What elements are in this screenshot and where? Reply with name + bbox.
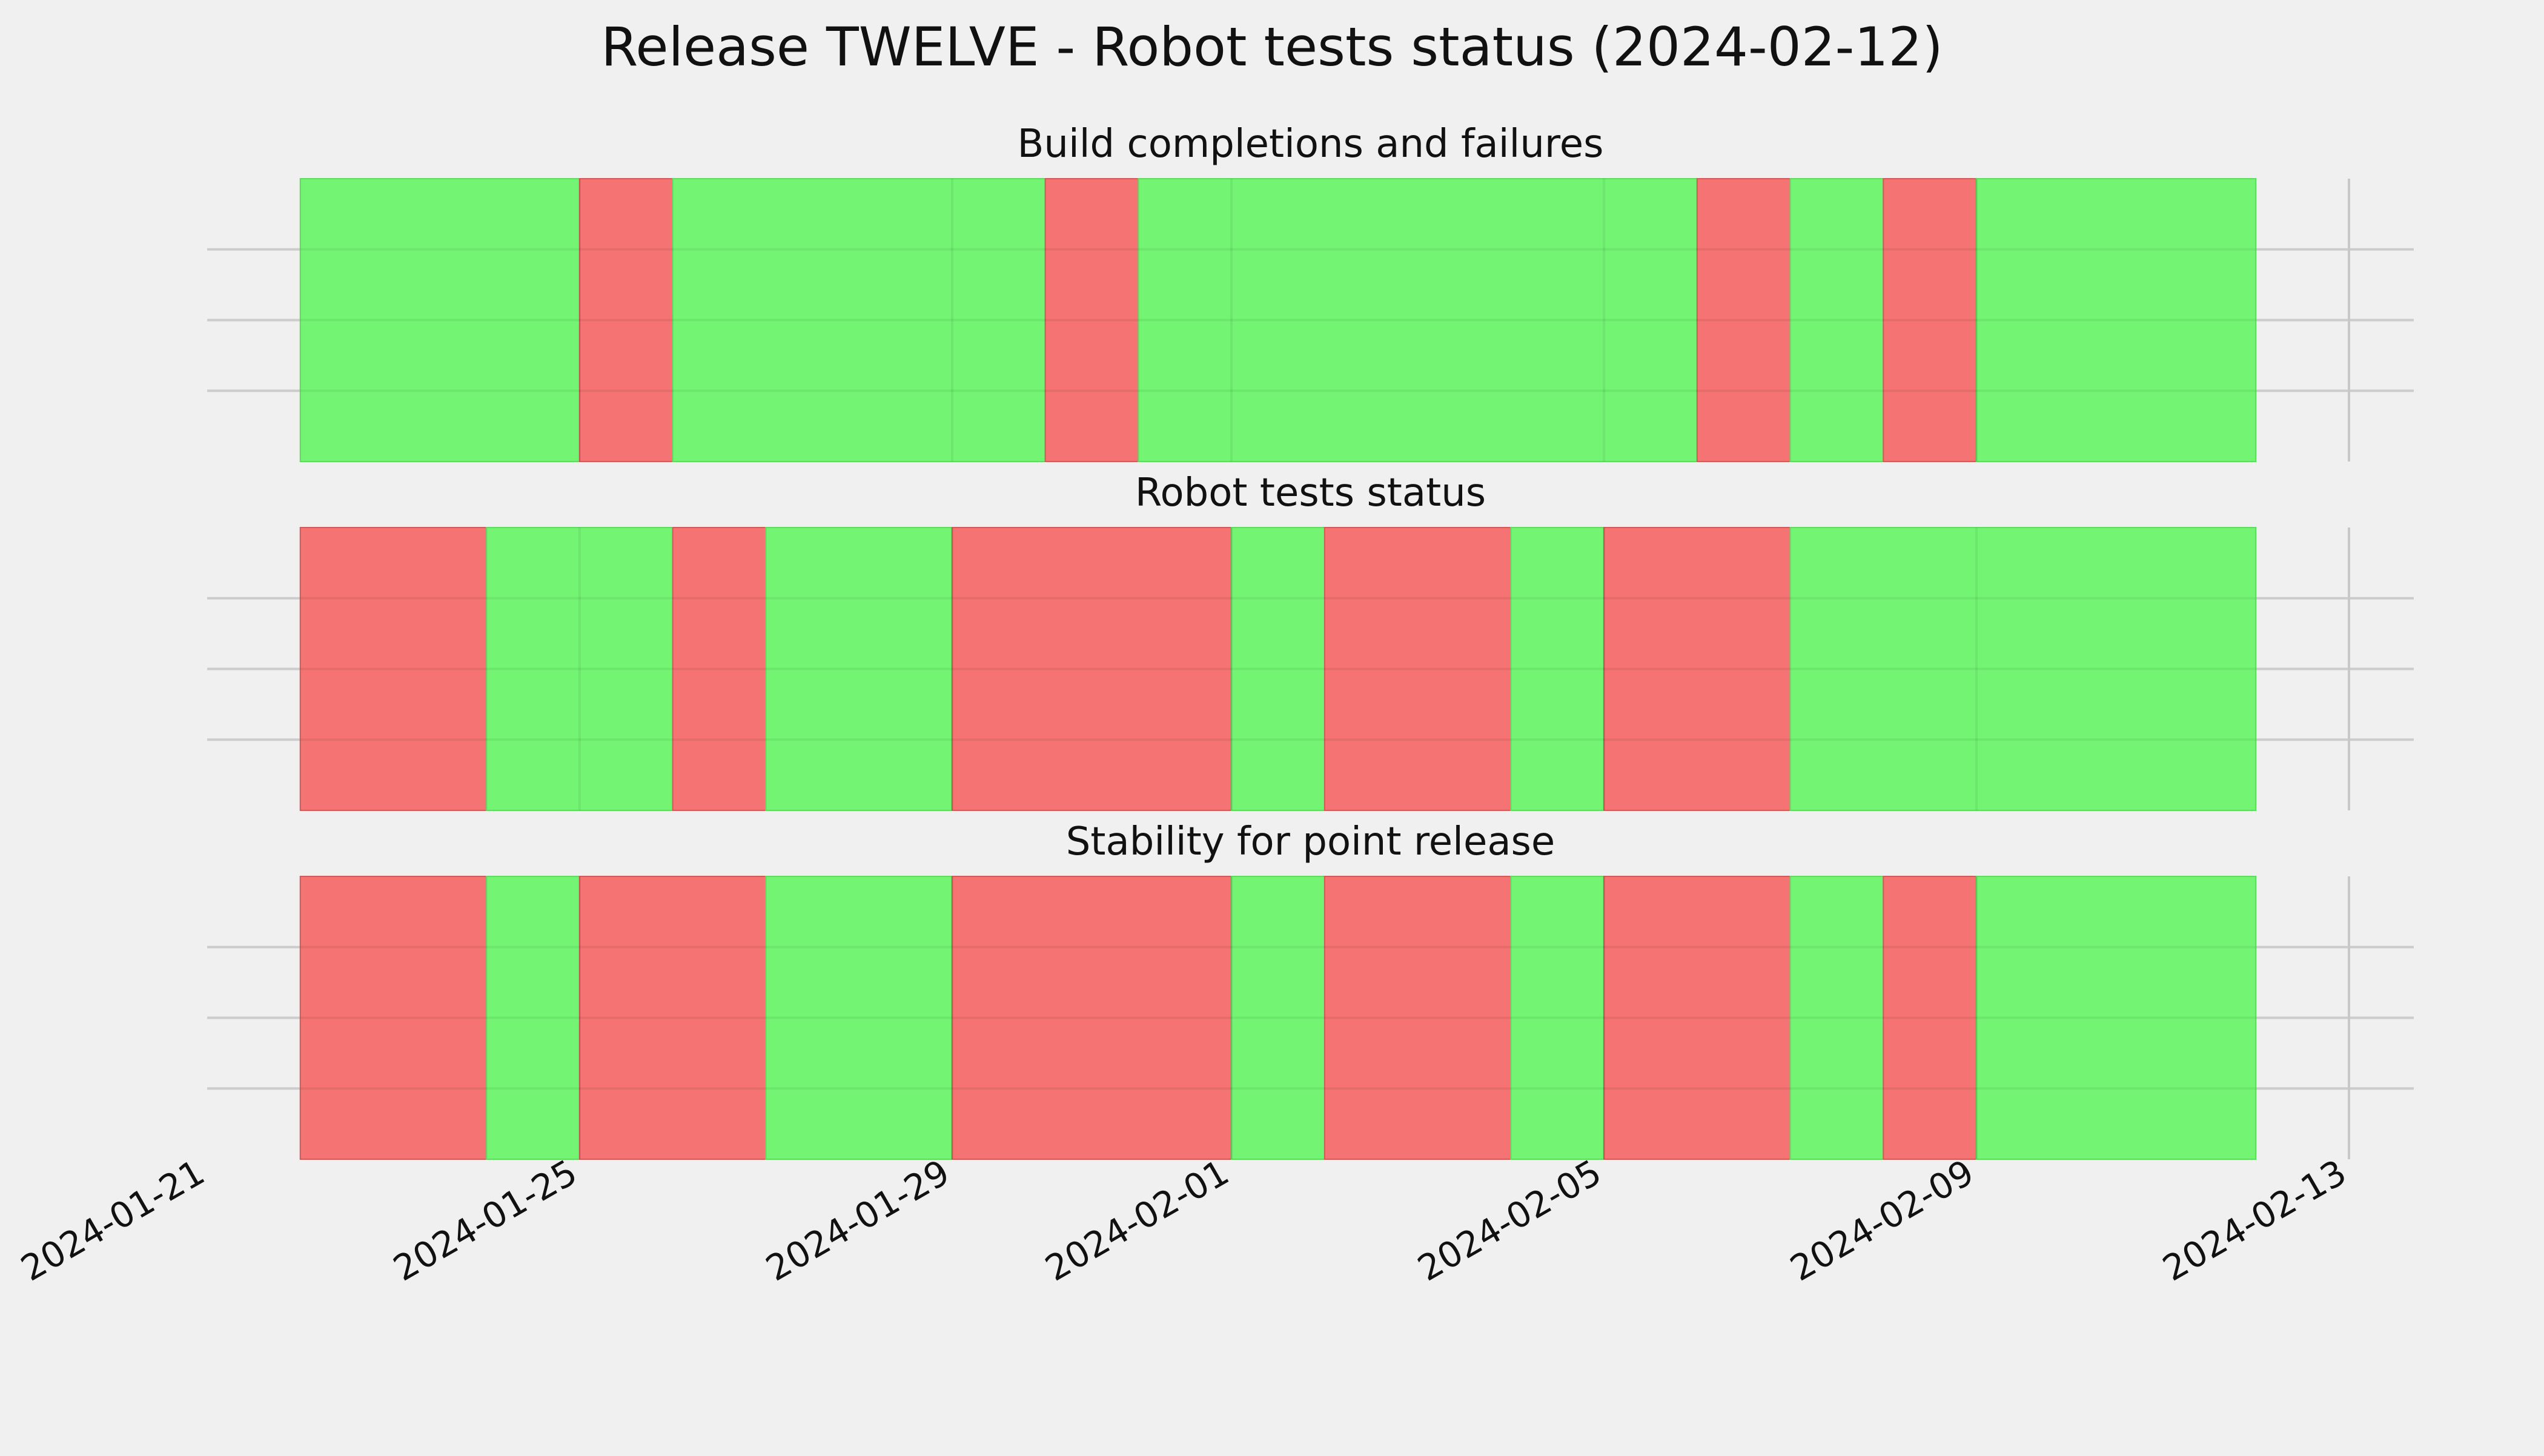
x-tick-label: 2024-02-09 — [1783, 1151, 1981, 1289]
segment-pass — [1976, 876, 2257, 1160]
status-segments — [299, 178, 2257, 462]
panel-title: Robot tests status — [1135, 471, 1486, 515]
segment-fail — [672, 527, 767, 811]
panel-title: Stability for point release — [1066, 819, 1555, 864]
segment-pass — [765, 876, 953, 1160]
segment-fail — [1044, 178, 1139, 462]
status-segments — [299, 876, 2257, 1160]
segment-fail — [578, 876, 767, 1160]
segment-fail — [1603, 527, 1791, 811]
panel-3: Stability for point release — [207, 819, 2414, 1160]
segment-pass — [1789, 178, 1884, 462]
segment-fail — [1323, 527, 1512, 811]
segment-fail — [951, 876, 1233, 1160]
status-segments — [299, 527, 2257, 811]
overlay-grid — [300, 876, 2256, 1159]
segment-fail — [299, 876, 488, 1160]
x-tick-label: 2024-01-29 — [759, 1151, 956, 1289]
figure-title: Release TWELVE - Robot tests status (202… — [601, 16, 1943, 78]
x-tick-label: 2024-01-25 — [386, 1151, 584, 1289]
x-tick-label: 2024-02-01 — [1038, 1151, 1236, 1289]
x-tick-label: 2024-02-13 — [2156, 1151, 2353, 1289]
segment-pass — [486, 527, 674, 811]
segment-pass — [1231, 527, 1325, 811]
segment-fail — [1883, 876, 1978, 1160]
overlay-grid — [300, 179, 2256, 462]
segment-pass — [765, 527, 953, 811]
x-axis: 2024-01-21 2024-01-25 2024-01-29 2024-02-01… — [14, 1151, 2353, 1289]
segment-pass — [1976, 178, 2257, 462]
segment-pass — [672, 178, 1046, 462]
x-tick-label: 2024-02-05 — [1411, 1151, 1608, 1289]
panel-2: Robot tests status — [207, 471, 2414, 811]
chart-panels: Build completions and failures Robot test… — [207, 122, 2414, 1160]
segment-pass — [1789, 527, 2257, 811]
segment-pass — [486, 876, 580, 1160]
segment-fail — [1323, 876, 1512, 1160]
panel-title: Build completions and failures — [1018, 122, 1604, 167]
segment-pass — [1231, 876, 1325, 1160]
overlay-grid — [300, 528, 2256, 810]
panel-1: Build completions and failures — [207, 122, 2414, 462]
segment-fail — [1696, 178, 1791, 462]
segment-pass — [1510, 876, 1605, 1160]
segment-fail — [299, 527, 488, 811]
segment-fail — [578, 178, 674, 462]
x-tick-label: 2024-01-21 — [14, 1151, 211, 1289]
segment-fail — [951, 527, 1233, 811]
segment-pass — [1510, 527, 1605, 811]
segment-pass — [299, 178, 580, 462]
segment-pass — [1138, 178, 1698, 462]
segment-pass — [1789, 876, 1884, 1160]
